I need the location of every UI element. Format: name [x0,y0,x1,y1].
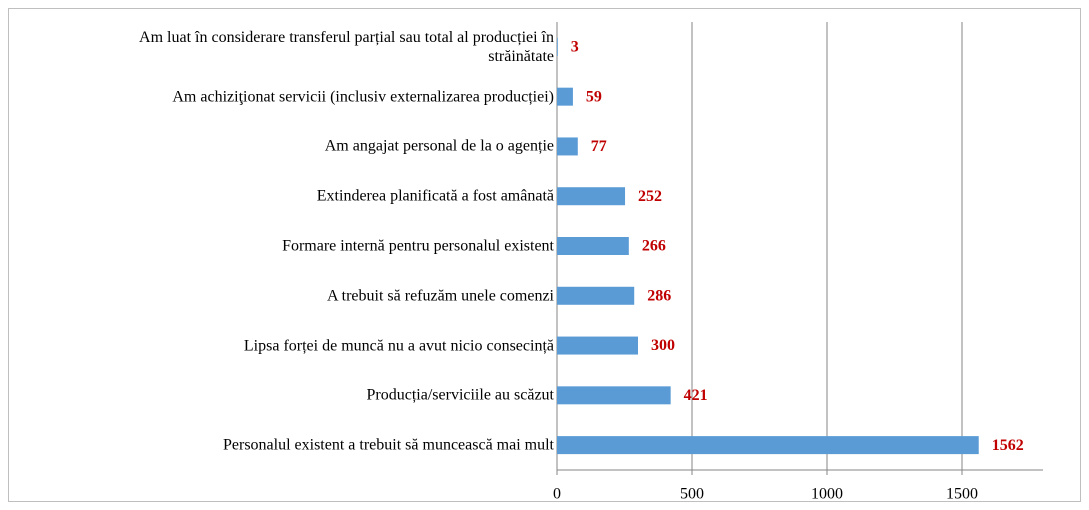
y-tick-label: Extinderea planificată a fost amânată [316,187,554,205]
data-label: 252 [638,188,662,205]
y-tick-label: A trebuit să refuzăm unele comenzi [326,287,554,305]
data-label: 3 [571,39,579,56]
data-label: 421 [684,387,708,404]
y-tick-label: Producția/serviciile au scăzut [366,386,554,404]
bar [557,237,629,255]
data-label: 77 [591,138,607,155]
bar [557,386,671,405]
data-label: 300 [651,337,675,354]
x-tick-label: 1000 [811,486,843,503]
y-tick-label: Personalul existent a trebuit să munceas… [222,436,554,454]
y-tick-label: Am achiziţionat servicii (inclusiv exter… [172,88,554,106]
bar [557,286,635,305]
x-tick-label: 500 [680,486,704,503]
bar [557,436,979,455]
x-tick-label: 1500 [946,486,978,503]
data-label: 1562 [992,437,1024,454]
y-tick-label: Am angajat personal de la o agenție [324,137,554,155]
bar [557,336,638,355]
data-label: 286 [647,287,671,304]
bar [557,187,626,206]
data-label: 59 [586,88,602,105]
y-tick-label: Lipsa forței de muncă nu a avut nicio co… [243,337,554,355]
bar [557,137,578,156]
y-tick-label: Formare internă pentru personalul existe… [282,237,554,255]
chart-frame [8,8,1081,502]
bar [557,37,558,56]
y-tick-label: Am luat în considerare transferul parția… [139,28,554,65]
x-tick-label: 0 [553,486,561,503]
data-label: 266 [642,238,666,255]
bar [557,87,573,106]
